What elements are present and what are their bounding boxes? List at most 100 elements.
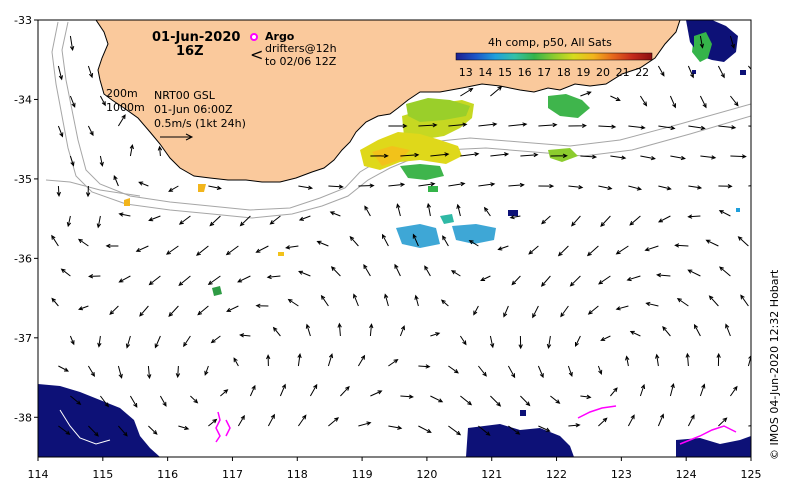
current-arrow (448, 425, 462, 436)
current-arrow (249, 384, 256, 397)
argo-legend: Argo < drifters@12h to 02/06 12Z (250, 30, 337, 68)
current-arrow (598, 275, 611, 285)
lat-tick-label: -33 (14, 14, 32, 27)
current-arrow (629, 215, 641, 226)
current-arrow (358, 183, 375, 188)
current-arrow (430, 332, 441, 337)
current-arrow (669, 383, 675, 397)
current-arrow (328, 417, 340, 427)
current-arrow (266, 354, 271, 367)
current-arrow (353, 293, 359, 307)
current-arrow (320, 294, 329, 307)
current-arrow (129, 395, 138, 408)
lat-tick-label: -38 (14, 411, 32, 424)
current-arrow (430, 152, 450, 157)
current-arrow (730, 154, 747, 159)
current-arrow (538, 425, 551, 432)
current-arrow (508, 122, 528, 127)
current-arrow (168, 185, 179, 192)
colorbar-tick-label: 14 (478, 66, 492, 79)
current-arrow (490, 152, 510, 157)
current-arrow (490, 85, 503, 97)
current-arrow (700, 155, 717, 160)
current-arrow (430, 395, 444, 403)
colorbar-tick-label: 21 (616, 66, 630, 79)
currents-time-label: 01-Jun 06:00Z (154, 103, 233, 116)
current-arrow (560, 305, 569, 318)
current-arrow (740, 294, 749, 307)
current-arrow (225, 245, 239, 256)
current-arrow (87, 365, 96, 377)
current-arrows (51, 35, 776, 437)
current-arrow (178, 275, 191, 287)
colorbar-tick-label: 22 (635, 66, 649, 79)
lon-tick-label: 122 (546, 468, 567, 481)
current-arrow (656, 273, 671, 278)
current-arrow (157, 145, 163, 157)
drifter-tracks (215, 405, 737, 445)
current-arrow (569, 275, 581, 287)
current-arrow (725, 323, 731, 337)
current-arrow (97, 335, 102, 348)
current-arrow (468, 239, 479, 247)
current-arrow (220, 389, 229, 397)
current-arrow (297, 353, 302, 367)
current-arrow (662, 325, 671, 337)
colorbar-tick-label: 18 (557, 66, 571, 79)
current-arrow (316, 240, 329, 247)
current-arrow (87, 65, 94, 79)
colorbar-tick-label: 15 (498, 66, 512, 79)
current-arrow (760, 154, 776, 158)
current-arrow (168, 305, 179, 317)
current-arrow (460, 87, 474, 97)
current-arrow (70, 395, 82, 406)
current-arrow (208, 185, 222, 190)
current-arrow (615, 305, 629, 311)
bathy-label-200m: 200m (106, 87, 138, 100)
current-arrow (600, 335, 611, 341)
current-arrow (51, 297, 59, 307)
current-arrow (418, 364, 431, 369)
drifters-label-1: drifters@12h (265, 42, 337, 55)
lon-tick-label: 124 (676, 468, 697, 481)
current-arrow (77, 238, 89, 247)
current-arrow (478, 182, 496, 187)
current-arrow (165, 245, 179, 255)
current-arrow (66, 215, 72, 228)
current-arrow (629, 330, 641, 337)
current-arrow (657, 413, 664, 427)
current-arrow (597, 365, 603, 375)
current-arrow (644, 245, 659, 252)
current-arrow (207, 275, 221, 286)
current-arrow (239, 215, 251, 227)
current-arrow (400, 152, 420, 158)
current-arrow (118, 212, 131, 217)
current-arrow (518, 335, 523, 350)
current-arrow (627, 414, 635, 427)
current-arrow (708, 295, 719, 307)
current-arrow (138, 181, 149, 187)
current-arrow (450, 270, 461, 277)
current-arrow (69, 95, 76, 108)
current-arrow (279, 383, 286, 397)
current-arrow (537, 365, 544, 379)
current-arrow (685, 352, 690, 367)
colorbar-tick-label: 16 (518, 66, 532, 79)
colorbar-tick-label: 19 (576, 66, 590, 79)
current-arrow (298, 215, 311, 221)
current-arrow (719, 266, 731, 277)
current-arrow (546, 335, 552, 350)
current-arrow (456, 203, 461, 217)
current-arrow (480, 275, 491, 281)
current-arrow (148, 425, 158, 435)
current-arrow (51, 234, 59, 247)
current-arrow (384, 293, 389, 307)
current-arrow (148, 215, 161, 222)
current-arrow (442, 235, 449, 247)
current-arrow (285, 245, 299, 250)
lon-tick-label: 123 (611, 468, 632, 481)
current-arrow (540, 275, 551, 287)
current-arrow (100, 395, 109, 408)
current-arrow (645, 301, 659, 307)
current-arrow (717, 65, 725, 79)
